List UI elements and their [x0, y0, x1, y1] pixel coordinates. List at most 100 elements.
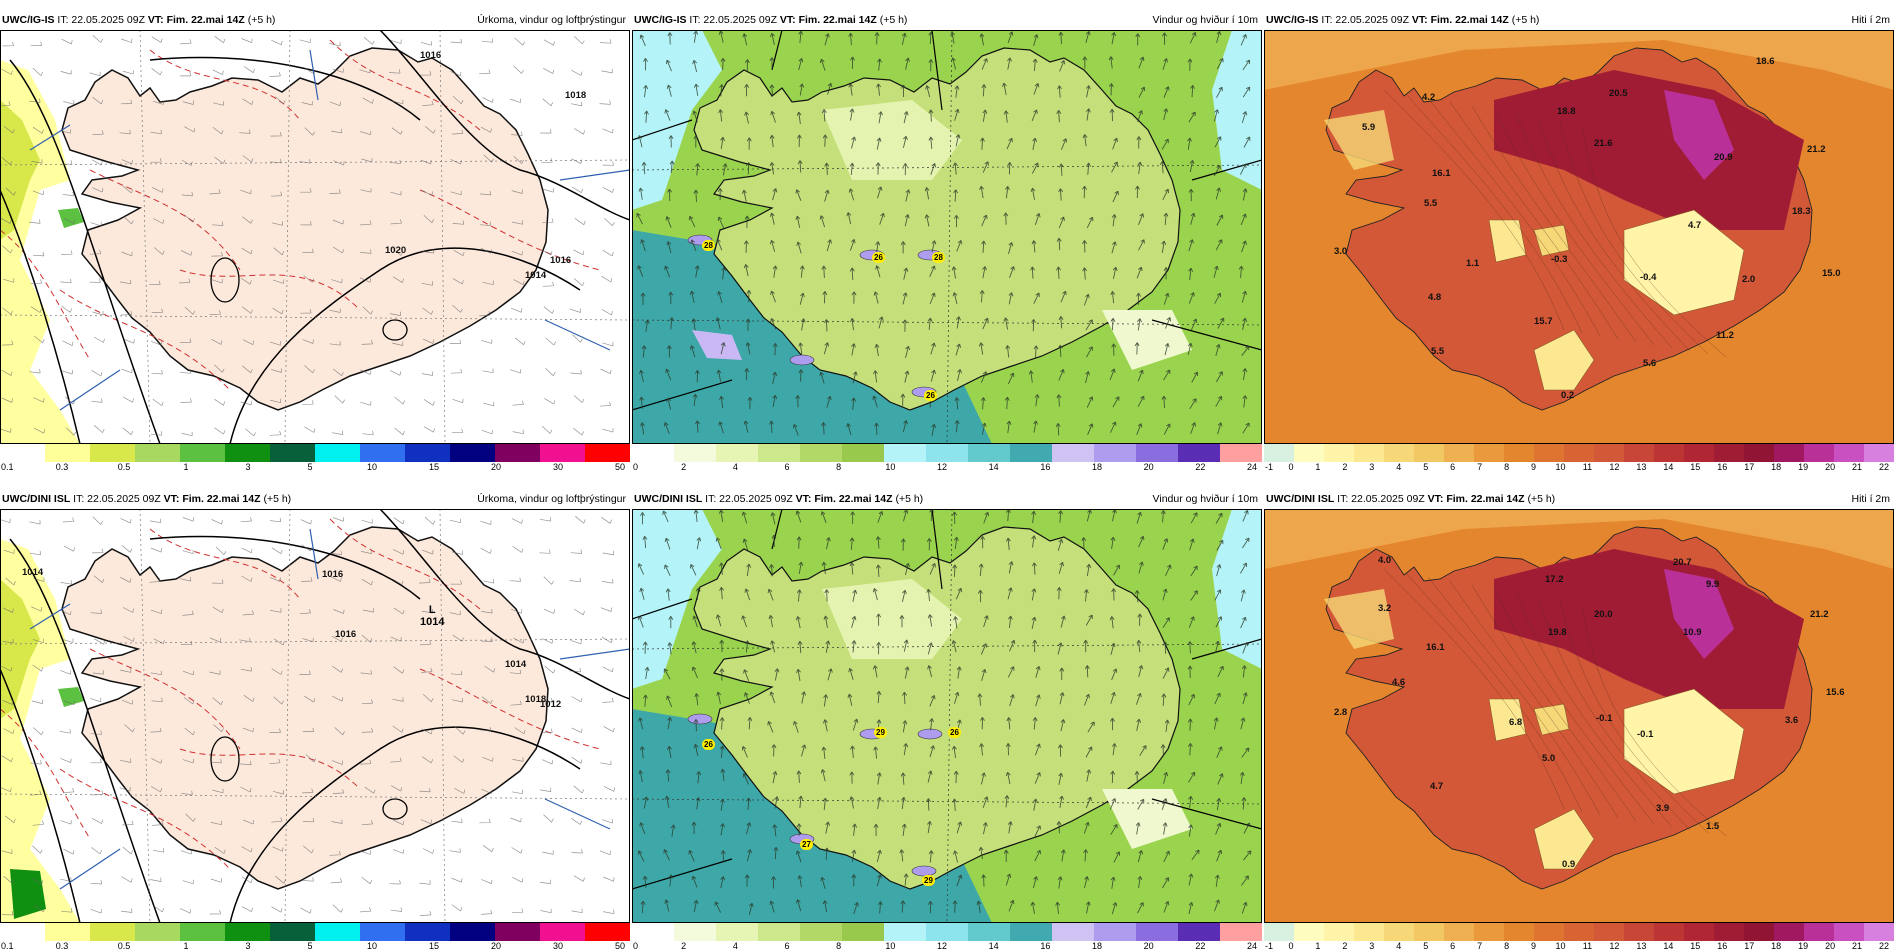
precip-area-heavy — [58, 208, 84, 228]
colorbar-swatch — [1414, 444, 1445, 462]
colorbar-tick-label: 0.3 — [55, 941, 69, 951]
colorbar-tick-label: 6 — [1450, 462, 1456, 472]
temp-contour-3 — [179, 748, 361, 790]
temperature-label: -0.1 — [1596, 713, 1613, 724]
grid-line-0 — [946, 30, 953, 444]
colorbar-tick-label: 0 — [1288, 462, 1294, 472]
model-name: UWC/IG-IS — [634, 14, 687, 26]
region-border-1 — [59, 369, 121, 411]
colorbar-swatch — [1444, 444, 1475, 462]
lat-lon-grid — [632, 30, 1262, 444]
colorbar-tick-label: 16 — [1040, 462, 1051, 472]
temperature-label: 9.9 — [1706, 579, 1720, 590]
init-time: 22.05.2025 09Z — [71, 14, 145, 26]
temperature-label: 1.5 — [1706, 821, 1720, 832]
colorbar-swatch — [180, 923, 226, 941]
model-name: UWC/DINI ISL — [2, 493, 71, 505]
colorbar-swatch — [585, 444, 630, 462]
iceland-land — [61, 526, 549, 890]
panel-title: Vindur og hviður í 10m — [1152, 14, 1258, 26]
panel-header: UWC/IG-IS IT: 22.05.2025 09Z VT: Fim. 22… — [1264, 10, 1894, 30]
init-time: 22.05.2025 09Z — [719, 493, 793, 505]
temperature-label: 0.2 — [1561, 390, 1575, 401]
colorbar-swatch — [450, 444, 496, 462]
temperature-label: 20.7 — [1673, 557, 1692, 568]
region-border-2 — [544, 798, 611, 830]
temperature-label: 4.6 — [1392, 677, 1406, 688]
temp-contour-5 — [59, 289, 231, 391]
vt-label: VT: — [1424, 493, 1447, 505]
map-svg — [0, 509, 630, 923]
colorbar-tick-label: 22 — [1195, 462, 1206, 472]
colorbar-legend: -1 0 1 2 3 4 5 6 7 8 9 10 11 12 13 14 15 16 17 18 19 20 21 22 — [1264, 923, 1894, 951]
temperature-label: 20.5 — [1609, 88, 1628, 99]
colorbar-tick-label: 19 — [1798, 462, 1809, 472]
lead-time: (+5 h) — [260, 493, 292, 505]
init-time: 22.05.2025 09Z — [1335, 14, 1409, 26]
temperature-label: 3.0 — [1334, 246, 1348, 257]
region-border-4 — [931, 509, 943, 590]
grid-line-1 — [284, 509, 291, 923]
gust-label: 28 — [932, 252, 945, 263]
it-label: IT: — [1334, 493, 1352, 505]
colorbar-swatch — [90, 923, 136, 941]
wind-barbs-layer — [0, 34, 615, 437]
colorbar-tick-label: 0.1 — [1, 941, 14, 951]
colorbar-tick-label: 4 — [1396, 462, 1402, 472]
colorbar-swatch — [674, 923, 717, 941]
map-svg — [632, 30, 1262, 444]
colorbar-swatch — [1864, 923, 1894, 941]
vt-label: VT: — [776, 14, 799, 26]
colorbar-tick-label: 8 — [1504, 462, 1510, 472]
colorbar-swatch — [360, 444, 406, 462]
colorbar-tick-label: 20 — [1825, 462, 1836, 472]
panel-title: Vindur og hviður í 10m — [1152, 493, 1258, 505]
colorbar-swatch — [135, 923, 181, 941]
colorbar-tick-label: 16 — [1040, 941, 1051, 951]
colorbar-tick-label: 0 — [633, 941, 639, 951]
colorbar-swatch — [225, 923, 271, 941]
isobar-1 — [9, 538, 161, 923]
temperature-label: 18.6 — [1756, 56, 1775, 67]
temperature-label: 0.9 — [1562, 859, 1576, 870]
colorbar-tick-label: 6 — [784, 462, 790, 472]
barb-lines — [0, 34, 615, 437]
colorbar-tick-label: 30 — [552, 941, 564, 951]
colorbar-swatch — [1714, 923, 1745, 941]
lat-lon-grid — [0, 509, 630, 923]
colorbar-tick-label: 6 — [784, 941, 790, 951]
wind-barbs-layer — [0, 516, 616, 916]
isobars — [0, 509, 630, 923]
region-border-1 — [632, 858, 733, 890]
temperature-label: 19.8 — [1548, 627, 1567, 638]
temp-contour-1 — [329, 518, 481, 610]
run-info: UWC/DINI ISL IT: 22.05.2025 09Z VT: Fim.… — [1266, 489, 1555, 509]
colorbar-tick-label: -1 — [1265, 941, 1274, 951]
colorbar-swatch — [1564, 444, 1595, 462]
gust-patch-4 — [789, 354, 815, 366]
colorbar-swatch — [842, 923, 885, 941]
colorbar-tick-label: 9 — [1531, 941, 1537, 951]
colorbar-tick-label: 15 — [428, 941, 440, 951]
precip-area-moderate — [0, 100, 40, 240]
colorbar-tick-label: 2 — [1342, 462, 1348, 472]
valid-time: Fim. 22.mai 14Z — [182, 493, 261, 505]
run-info: UWC/IG-IS IT: 22.05.2025 09Z VT: Fim. 22… — [634, 10, 907, 30]
colorbar-swatch — [45, 444, 91, 462]
grid-line-2 — [632, 319, 1262, 326]
colorbar-swatch — [270, 444, 316, 462]
colorbar-tick-label: 7 — [1477, 941, 1483, 951]
colorbar-swatch — [495, 444, 541, 462]
isotherm-8 — [1559, 121, 1709, 355]
gust-patch-3 — [911, 865, 937, 877]
colorbar-tick-label: -1 — [1265, 462, 1274, 472]
it-label: IT: — [70, 493, 88, 505]
isotherm-0 — [1383, 89, 1565, 331]
gust-patch-2 — [917, 728, 943, 740]
temperature-label: -0.1 — [1637, 729, 1654, 740]
colorbar-tick-label: 2 — [681, 941, 687, 951]
colorbar-tick-label: 10 — [1555, 462, 1566, 472]
region-border-1 — [632, 379, 733, 411]
temperature-label: 15.0 — [1822, 268, 1841, 279]
barb-lines — [637, 509, 1252, 916]
